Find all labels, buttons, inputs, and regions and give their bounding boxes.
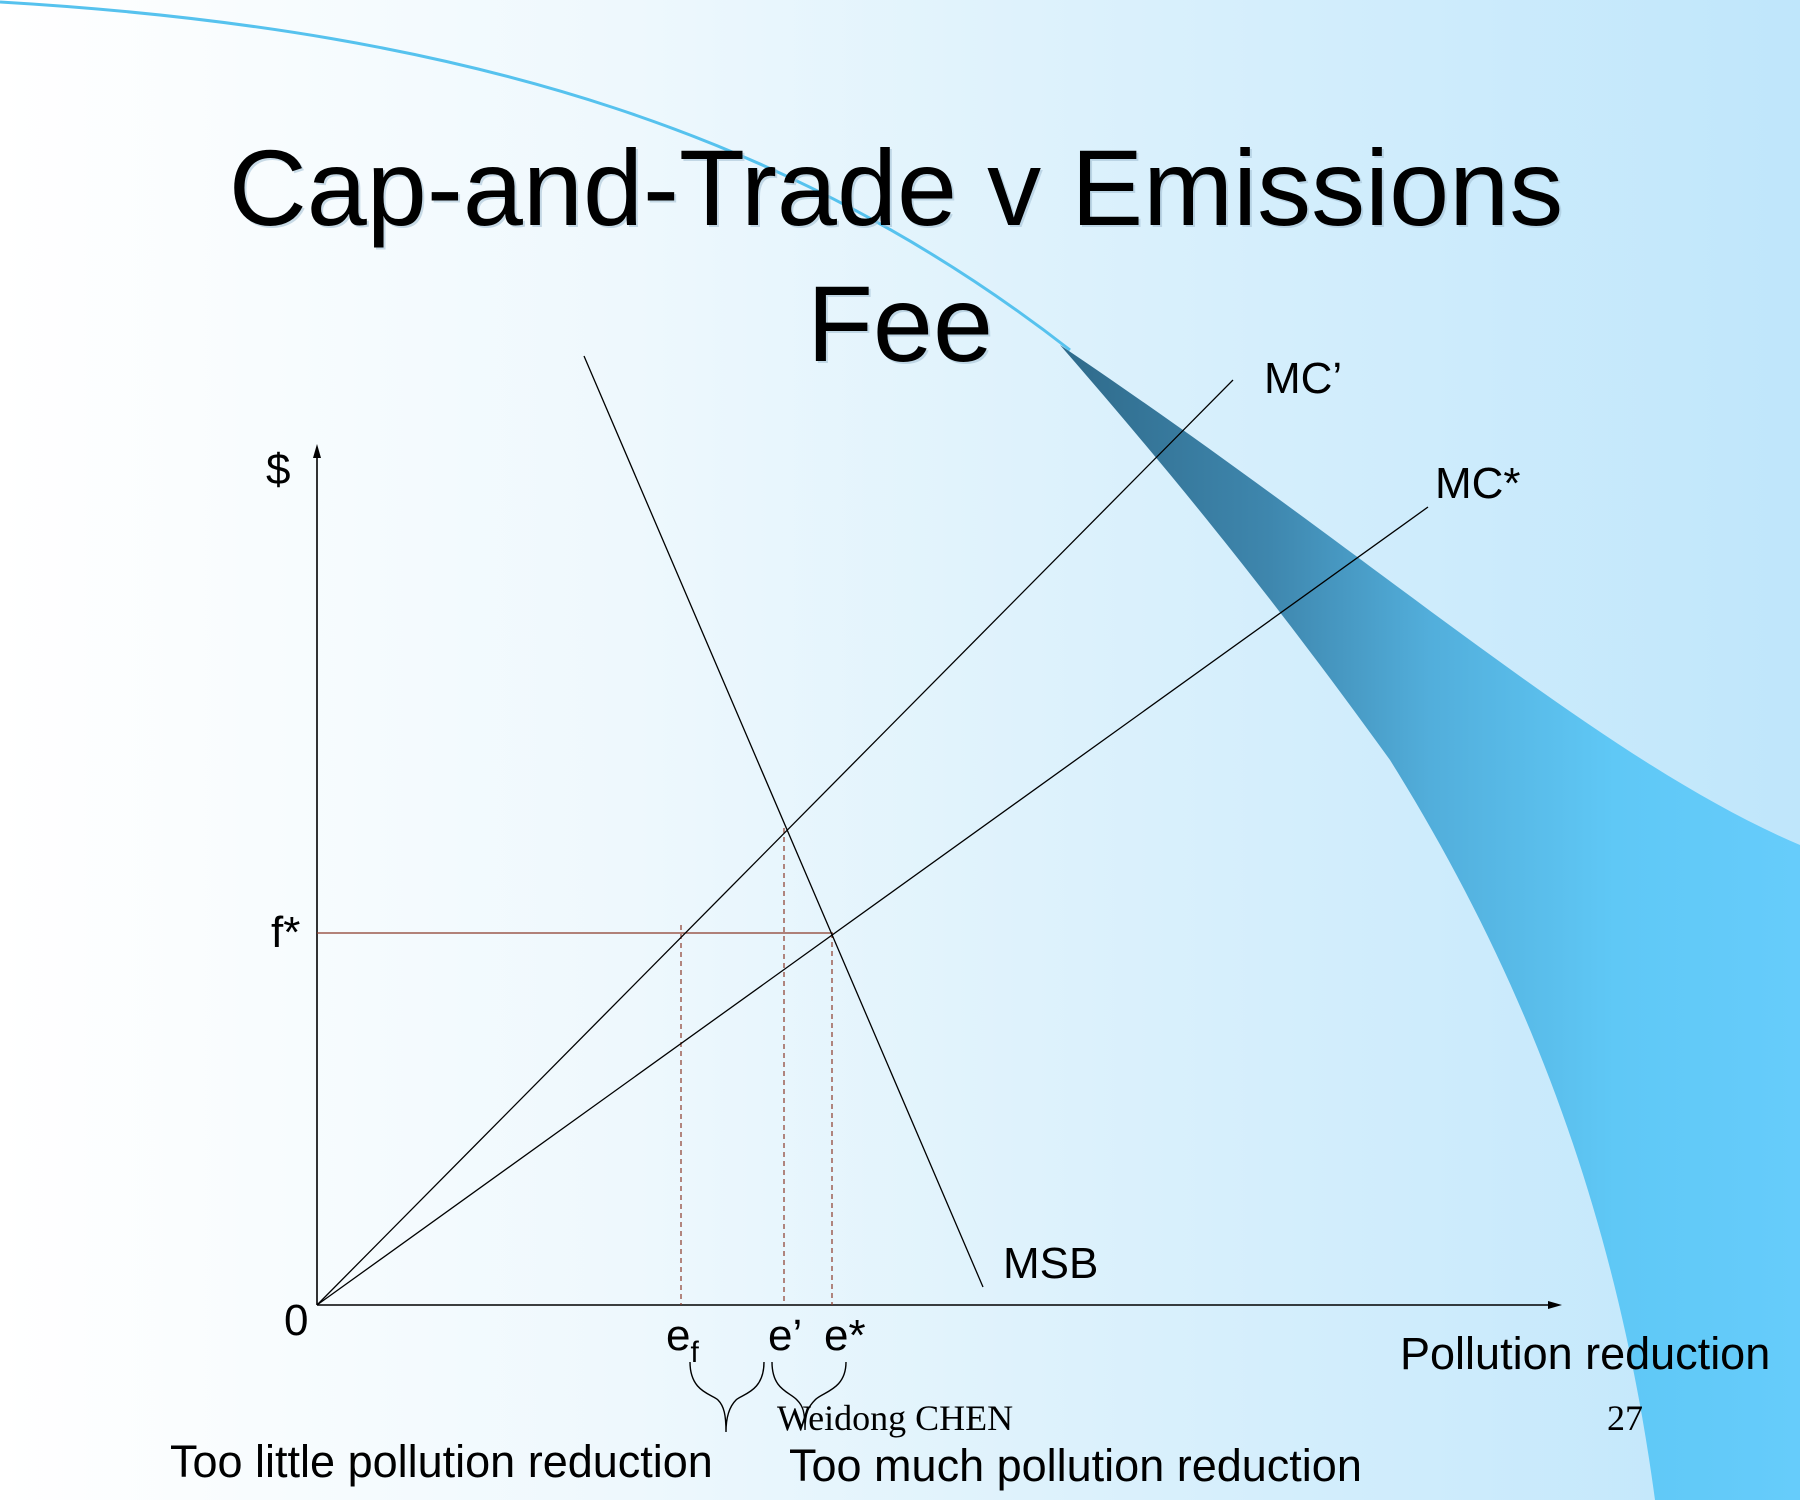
msb-label: MSB xyxy=(1003,1239,1098,1288)
y-axis-label: $ xyxy=(266,445,290,494)
e-f-subscript: f xyxy=(690,1336,699,1369)
decorative-blue-band xyxy=(1060,345,1800,1500)
slide-title-line-1: Cap-and-Trade v Emissions xyxy=(228,127,1564,248)
curves xyxy=(316,355,1429,1306)
guide-lines xyxy=(317,828,833,1305)
origin-label: 0 xyxy=(284,1296,308,1345)
slide-number: 27 xyxy=(1607,1398,1643,1438)
e-prime-label: e’ xyxy=(768,1311,802,1360)
footer-author: Weidong CHEN xyxy=(777,1398,1013,1438)
mc-star-curve xyxy=(316,506,1429,1306)
too-little-annotation: Too little pollution reduction xyxy=(170,1436,713,1487)
braces xyxy=(689,1361,847,1433)
fee-label: f* xyxy=(271,908,300,957)
decorative-arc xyxy=(0,0,1071,352)
axes xyxy=(316,452,1555,1306)
e-f-label: ef xyxy=(666,1311,699,1369)
mc-prime-curve xyxy=(316,379,1234,1306)
too-much-annotation: Too much pollution reduction xyxy=(789,1440,1362,1491)
slide-title-line-2: Fee xyxy=(806,263,994,384)
mc-prime-label: MC’ xyxy=(1264,354,1342,403)
x-axis-arrowhead xyxy=(1548,1301,1562,1309)
y-axis-arrowhead xyxy=(313,444,321,458)
msb-curve xyxy=(583,355,984,1288)
x-axis-label: Pollution reduction xyxy=(1400,1328,1770,1379)
e-f-base: e xyxy=(666,1311,690,1360)
too-little-brace xyxy=(689,1361,765,1433)
e-star-label: e* xyxy=(824,1311,866,1360)
mc-star-label: MC* xyxy=(1435,459,1521,508)
too-much-brace xyxy=(771,1361,847,1431)
